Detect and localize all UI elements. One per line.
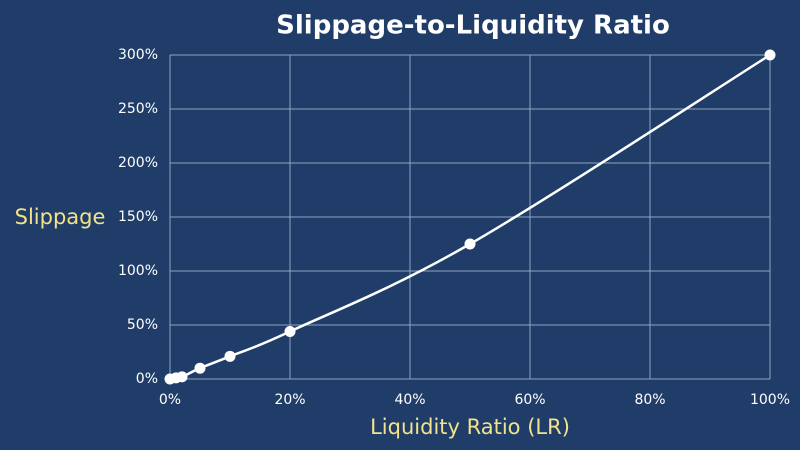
data-point	[194, 362, 206, 374]
y-tick-label: 0%	[136, 371, 158, 387]
y-tick-label: 200%	[118, 155, 158, 171]
x-tick-label: 100%	[750, 392, 790, 408]
x-tick-label: 60%	[514, 392, 545, 408]
x-tick-label: 40%	[394, 392, 425, 408]
chart-title: Slippage-to-Liquidity Ratio	[276, 11, 670, 41]
data-point	[224, 350, 236, 362]
y-tick-label: 300%	[118, 47, 158, 63]
y-tick-label: 150%	[118, 209, 158, 225]
x-tick-label: 20%	[274, 392, 305, 408]
y-tick-label: 250%	[118, 101, 158, 117]
y-tick-label: 50%	[127, 317, 158, 333]
x-tick-label: 80%	[634, 392, 665, 408]
y-tick-label: 100%	[118, 263, 158, 279]
data-point	[284, 325, 296, 337]
x-tick-label: 0%	[159, 392, 181, 408]
data-point	[176, 371, 188, 383]
y-axis-title: Slippage	[15, 205, 106, 229]
x-axis-title: Liquidity Ratio (LR)	[370, 415, 570, 439]
data-point	[464, 238, 476, 250]
data-point	[764, 49, 776, 61]
